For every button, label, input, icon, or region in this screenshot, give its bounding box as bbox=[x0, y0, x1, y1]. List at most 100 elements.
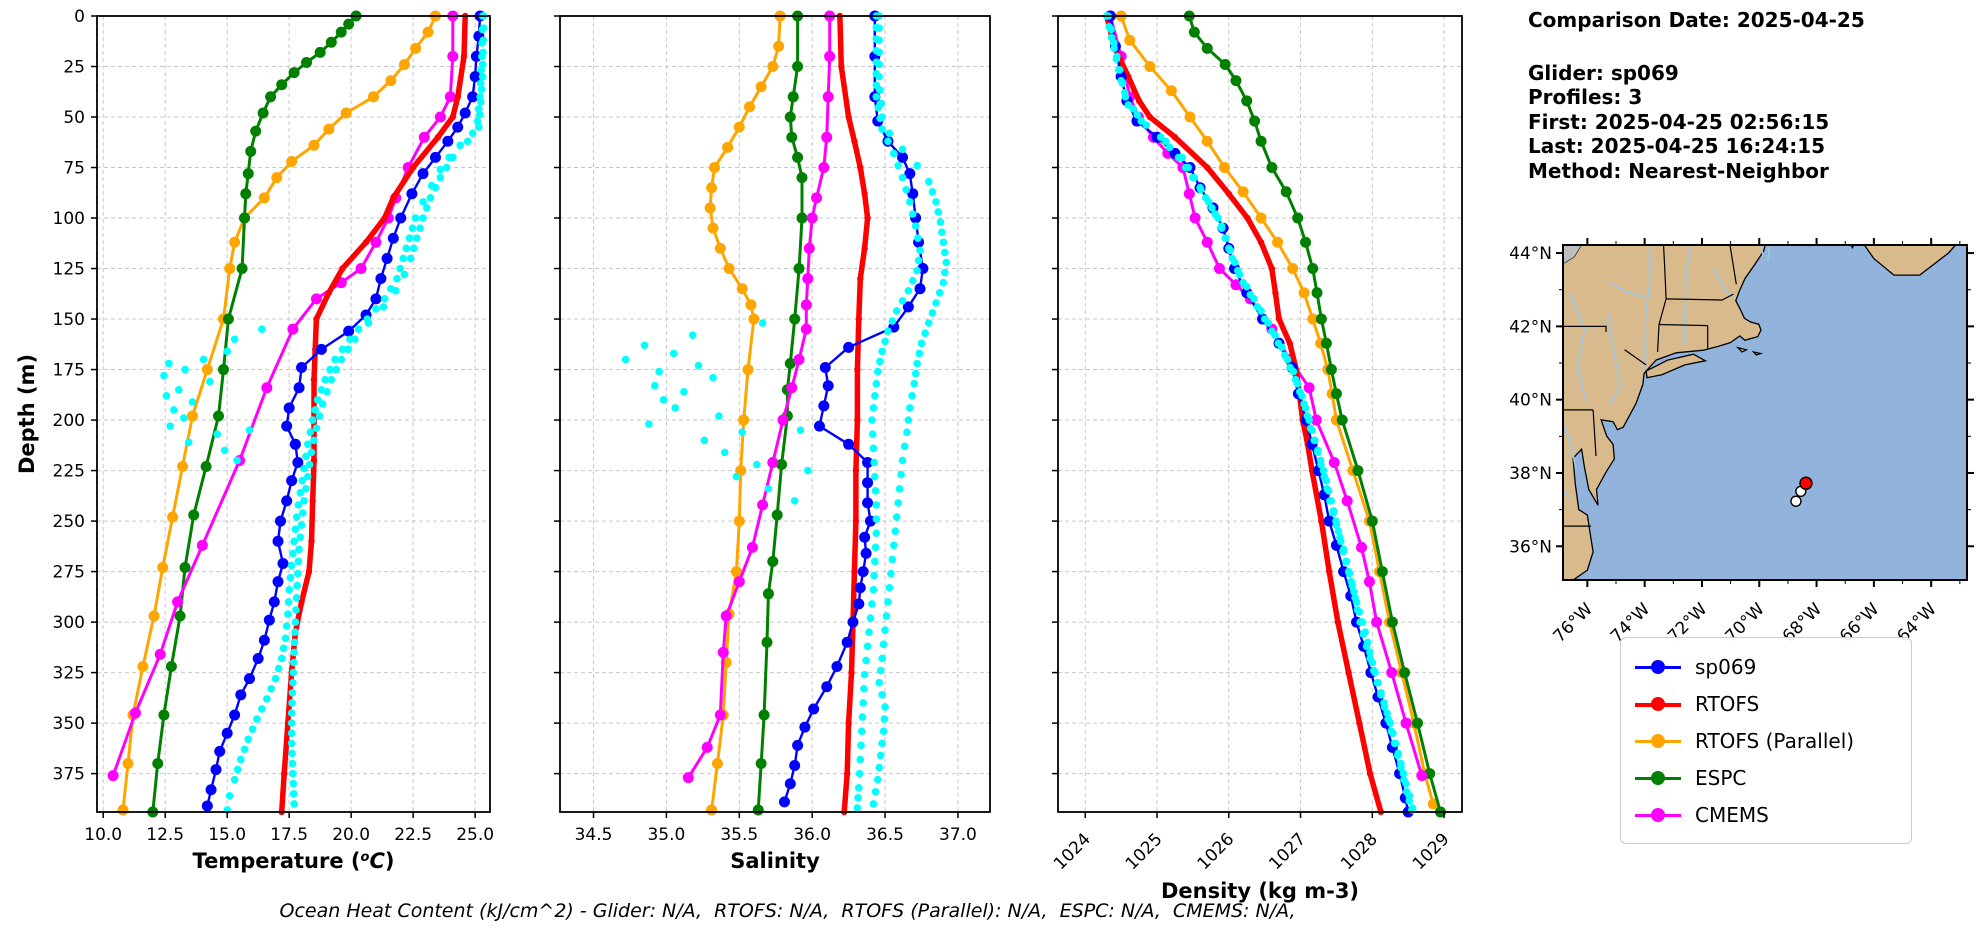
map-river bbox=[1767, 245, 1771, 261]
salinity-grid bbox=[560, 15, 990, 812]
legend-line-marker-icon bbox=[1635, 770, 1681, 786]
map-river bbox=[1606, 311, 1622, 406]
legend-line-marker-icon bbox=[1635, 696, 1681, 712]
map-state-border bbox=[1624, 349, 1647, 366]
temperature-series-rtofs-parallel- bbox=[117, 10, 441, 816]
first-profile-time: First: 2025-04-25 02:56:15 bbox=[1528, 109, 1830, 134]
svg-text:36°N: 36°N bbox=[1509, 537, 1552, 557]
map-river bbox=[1609, 281, 1645, 298]
salinity-glider-raw-flyers bbox=[621, 319, 812, 505]
legend-label: RTOFS (Parallel) bbox=[1695, 728, 1855, 753]
svg-text:300: 300 bbox=[53, 613, 85, 633]
legend-item-rtofs-parallel-: RTOFS (Parallel) bbox=[1635, 722, 1897, 759]
svg-text:1024: 1024 bbox=[1050, 829, 1095, 874]
svg-text:44°N: 44°N bbox=[1509, 244, 1552, 264]
temperature-dots-glider-raw-2 bbox=[287, 12, 488, 808]
legend-item-rtofs: RTOFS bbox=[1635, 685, 1897, 722]
salinity-series-cmems bbox=[682, 10, 836, 784]
svg-text:1027: 1027 bbox=[1265, 829, 1310, 874]
map-lake bbox=[1563, 245, 1583, 265]
salinity-dots-glider-raw-2 bbox=[853, 12, 924, 812]
svg-text:375: 375 bbox=[53, 765, 85, 785]
legend: sp069 RTOFS RTOFS (Parallel) ESPC CMEMS bbox=[1620, 637, 1912, 844]
svg-text:37.0: 37.0 bbox=[939, 825, 977, 845]
map-land bbox=[1563, 245, 1766, 580]
svg-text:25: 25 bbox=[63, 58, 85, 78]
density-ticks bbox=[1052, 15, 1445, 818]
salinity-ticks bbox=[554, 15, 959, 818]
svg-text:1028: 1028 bbox=[1337, 829, 1382, 874]
salinity-tick-labels: 34.5 35.0 35.5 36.0 36.5 37.0 bbox=[575, 825, 977, 845]
panel-salinity: 34.5 35.0 35.5 36.0 36.5 37.0 Salinity bbox=[554, 10, 991, 873]
legend-label: RTOFS bbox=[1695, 691, 1760, 716]
svg-text:10.0: 10.0 bbox=[84, 825, 122, 845]
legend-line-marker-icon bbox=[1635, 659, 1681, 675]
map-land bbox=[1863, 245, 1957, 276]
salinity-dots-glider-raw-1 bbox=[869, 12, 951, 808]
salinity-series-espc bbox=[752, 10, 808, 816]
salinity-series-rtofs bbox=[836, 12, 871, 816]
glider-current-position bbox=[1799, 476, 1813, 490]
svg-text:50: 50 bbox=[63, 108, 85, 128]
svg-text:0: 0 bbox=[74, 7, 85, 27]
method: Method: Nearest-Neighbor bbox=[1528, 158, 1829, 183]
temperature-series-sp069 bbox=[201, 10, 486, 812]
svg-text:36.5: 36.5 bbox=[866, 825, 904, 845]
svg-text:1025: 1025 bbox=[1122, 829, 1167, 874]
legend-item-sp069: sp069 bbox=[1635, 648, 1897, 685]
map-river bbox=[1683, 245, 1691, 345]
svg-text:1026: 1026 bbox=[1194, 829, 1239, 874]
temperature-series-rtofs bbox=[278, 12, 469, 816]
map-land bbox=[1735, 346, 1749, 353]
map-river bbox=[1643, 245, 1653, 373]
map-state-border bbox=[1662, 245, 1667, 299]
legend-label: sp069 bbox=[1695, 654, 1757, 679]
svg-text:325: 325 bbox=[53, 664, 85, 684]
svg-text:36.0: 36.0 bbox=[793, 825, 831, 845]
temperature-tick-labels: 10.0 12.5 15.0 17.5 20.0 22.5 25.0 0 25 50 75 100 12… bbox=[53, 7, 495, 845]
last-profile-time: Last: 2025-04-25 16:24:15 bbox=[1528, 134, 1826, 158]
legend-item-cmems: CMEMS bbox=[1635, 796, 1897, 833]
glider-track bbox=[1790, 476, 1813, 507]
map-river bbox=[1569, 293, 1587, 402]
svg-text:Density (kg m-3): Density (kg m-3) bbox=[1161, 879, 1359, 903]
svg-text:42°N: 42°N bbox=[1509, 317, 1552, 337]
map-ticks bbox=[1556, 238, 1974, 587]
comparison-date: Comparison Date: 2025-04-25 bbox=[1528, 8, 1865, 32]
svg-text:38°N: 38°N bbox=[1509, 464, 1552, 484]
map-panel: 44°N42°N40°N38°N36°N76°W 74°W 72°W 70°W 68°W… bbox=[1509, 238, 1974, 647]
glider-past-position bbox=[1790, 495, 1802, 507]
temperature-dots-glider-raw-1 bbox=[223, 12, 487, 814]
svg-text:200: 200 bbox=[53, 411, 85, 431]
temperature-series-cmems bbox=[107, 10, 459, 782]
map-state-border bbox=[1729, 245, 1737, 285]
svg-text:17.5: 17.5 bbox=[270, 825, 308, 845]
map-state-border bbox=[1666, 293, 1734, 301]
legend-line-marker-icon bbox=[1635, 807, 1681, 823]
map-state-border bbox=[1563, 325, 1607, 332]
legend-item-espc: ESPC bbox=[1635, 759, 1897, 796]
svg-text:125: 125 bbox=[53, 260, 85, 280]
svg-text:225: 225 bbox=[53, 462, 85, 482]
svg-text:76°W: 76°W bbox=[1550, 599, 1597, 646]
svg-text:34.5: 34.5 bbox=[575, 825, 613, 845]
map-state-border bbox=[1592, 409, 1597, 457]
density-series-espc bbox=[1183, 10, 1446, 818]
density-dots-glider-raw-2 bbox=[1104, 12, 1417, 812]
density-series-cmems bbox=[1104, 10, 1428, 782]
svg-text:15.0: 15.0 bbox=[208, 825, 246, 845]
salinity-axis-label: Salinity bbox=[730, 849, 820, 873]
svg-text:Salinity: Salinity bbox=[730, 849, 820, 873]
temperature-axis-label: Temperature (oC) Depth (m) bbox=[15, 354, 394, 873]
svg-text:35.5: 35.5 bbox=[720, 825, 758, 845]
svg-text:35.0: 35.0 bbox=[647, 825, 685, 845]
svg-text:Temperature (oC): Temperature (oC) bbox=[193, 849, 395, 873]
svg-text:20.0: 20.0 bbox=[332, 825, 370, 845]
legend-line-marker-icon bbox=[1635, 733, 1681, 749]
svg-text:12.5: 12.5 bbox=[146, 825, 184, 845]
map-state-border bbox=[1658, 323, 1708, 327]
svg-text:22.5: 22.5 bbox=[394, 825, 432, 845]
glider-name: Glider: sp069 bbox=[1528, 60, 1679, 85]
